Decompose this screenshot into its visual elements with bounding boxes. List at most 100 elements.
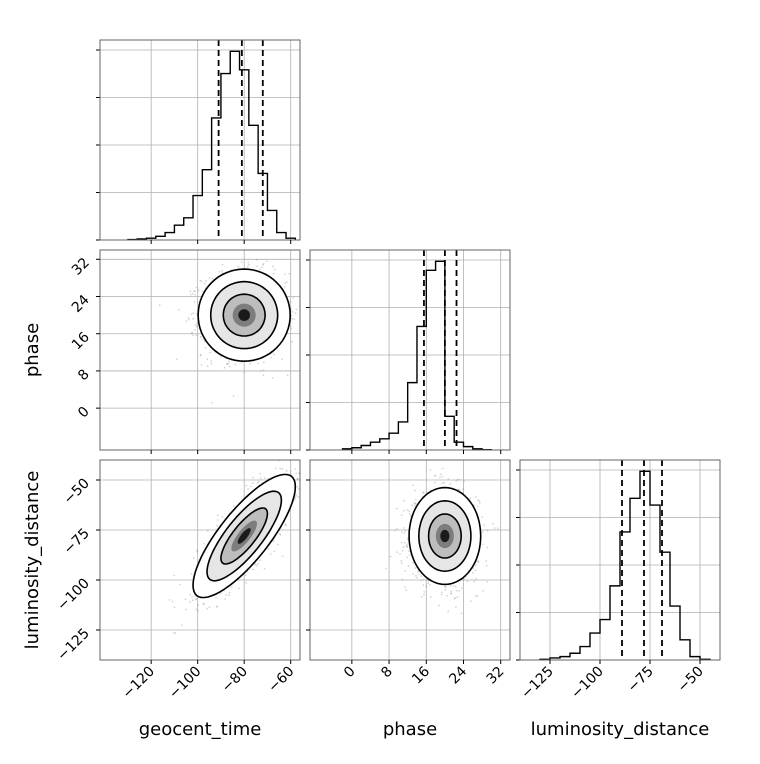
scatter-point — [195, 334, 198, 337]
scatter-point — [295, 494, 298, 497]
contour-line — [408, 486, 482, 586]
axes-frame — [309, 459, 511, 661]
axes-frame — [99, 459, 301, 661]
scatter-point — [254, 563, 256, 566]
scatter-point — [486, 580, 489, 583]
scatter-point — [423, 591, 426, 593]
scatter-point — [458, 489, 461, 491]
scatter-point — [226, 362, 229, 365]
scatter-point — [291, 317, 294, 320]
scatter-point — [406, 509, 409, 511]
scatter-point — [402, 499, 405, 502]
scatter-point — [295, 308, 298, 311]
scatter-point — [423, 492, 425, 494]
scatter-point — [206, 607, 209, 610]
scatter-point — [189, 593, 191, 596]
scatter-point — [429, 596, 432, 599]
scatter-point — [293, 318, 296, 321]
scatter-point — [458, 479, 461, 481]
scatter-point — [195, 597, 198, 600]
scatter-point — [191, 599, 194, 602]
tick-label-geocent_time: −100 — [166, 664, 205, 703]
tick-label-geocent_time: −60 — [265, 664, 297, 696]
tick-label-phase: 32 — [69, 255, 93, 279]
scatter-point — [263, 477, 266, 479]
scatter-point — [257, 362, 259, 365]
axes-frame — [99, 39, 301, 241]
scatter-point — [294, 497, 296, 500]
scatter-point — [403, 586, 406, 588]
scatter-point — [401, 578, 404, 581]
scatter-point — [281, 467, 284, 470]
scatter-point — [447, 610, 450, 613]
scatter-point — [200, 364, 203, 366]
scatter-point — [199, 354, 202, 357]
scatter-point — [270, 356, 272, 359]
tick-label-luminosity_distance: −100 — [54, 576, 93, 615]
scatter-point — [385, 567, 387, 570]
scatter-point — [202, 603, 205, 605]
scatter-point — [255, 258, 258, 261]
scatter-point — [200, 335, 202, 338]
scatter-point — [250, 485, 252, 488]
scatter-point — [277, 543, 279, 546]
scatter-point — [262, 369, 265, 371]
scatter-point — [438, 604, 440, 607]
tick-label-phase: 16 — [409, 663, 433, 687]
scatter-point — [306, 286, 308, 288]
scatter-point — [292, 456, 294, 458]
scatter-point — [210, 360, 213, 363]
scatter-point — [209, 351, 212, 354]
density-peak — [238, 309, 250, 321]
scatter-point — [278, 242, 280, 244]
scatter-point — [247, 261, 250, 264]
scatter-point — [192, 312, 195, 314]
scatter-point — [195, 322, 198, 325]
scatter-point — [473, 504, 476, 507]
scatter-point — [455, 606, 457, 608]
contour-line — [209, 280, 279, 350]
scatter-point — [310, 305, 312, 307]
scatter-point — [302, 338, 304, 340]
y-axis-label-luminosity_distance: luminosity_distance — [22, 471, 43, 650]
scatter-point — [233, 505, 235, 507]
contour-line — [222, 293, 266, 337]
scatter-point — [266, 260, 268, 262]
scatter-point — [286, 374, 289, 377]
scatter-point — [422, 578, 425, 580]
scatter-point — [291, 340, 293, 343]
scatter-point — [246, 571, 249, 573]
scatter-point — [429, 584, 431, 586]
scatter-point — [413, 501, 416, 504]
scatter-point — [185, 608, 187, 611]
scatter-point — [190, 573, 193, 575]
scatter-point — [289, 325, 292, 327]
scatter-point — [475, 595, 477, 597]
scatter-point — [283, 273, 286, 276]
scatter-point — [237, 587, 240, 590]
scatter-point — [228, 594, 230, 597]
scatter-point — [201, 290, 204, 293]
scatter-point — [460, 587, 463, 590]
scatter-point — [223, 366, 226, 369]
scatter-point — [230, 585, 233, 588]
scatter-point — [191, 596, 194, 598]
scatter-point — [396, 527, 399, 530]
scatter-point — [210, 362, 213, 365]
scatter-point — [196, 550, 198, 553]
scatter-point — [288, 272, 291, 275]
scatter-point — [406, 545, 409, 548]
scatter-point — [211, 277, 214, 280]
scatter-point — [440, 593, 443, 596]
scatter-point — [279, 533, 282, 536]
scatter-point — [296, 477, 299, 480]
scatter-point — [413, 505, 416, 507]
scatter-point — [450, 592, 453, 594]
scatter-point — [240, 261, 243, 263]
scatter-point — [304, 471, 306, 473]
scatter-point — [414, 575, 417, 577]
scatter-point — [180, 624, 183, 627]
scatter-point — [433, 474, 436, 477]
scatter-point — [497, 527, 499, 530]
